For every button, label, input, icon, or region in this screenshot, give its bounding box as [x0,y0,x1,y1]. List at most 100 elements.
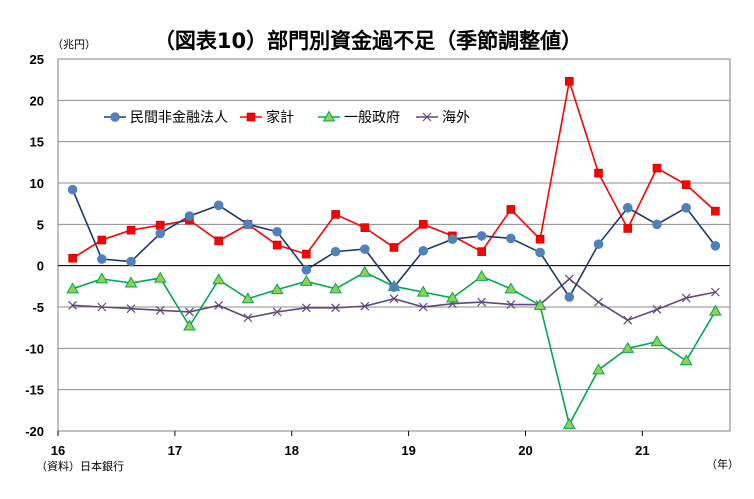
data-point [477,247,486,256]
x-marker-stroke [652,305,662,314]
x-marker-stroke [301,303,311,313]
data-point [329,282,342,294]
series-1 [68,77,720,263]
y-tick-label: -15 [25,383,44,398]
x-marker-stroke [331,303,340,313]
legend-marker [110,112,120,122]
data-point [681,203,691,213]
data-point [418,245,429,256]
legend-item-0: 民間非金融法人 [104,110,228,126]
data-point [97,302,107,312]
data-point [270,283,284,295]
x-marker-stroke [126,304,136,314]
x-marker-stroke [594,297,603,307]
data-point [272,226,282,237]
y-tick-label: 25 [30,52,44,67]
series-line [72,81,716,259]
legend-label: 海外 [442,110,470,126]
x-tick-label: 19 [401,443,415,458]
data-point [710,287,720,297]
legend-label: 一般政府 [344,110,400,126]
data-point [153,271,167,283]
data-point [241,292,255,304]
data-point [95,272,109,284]
data-point [68,300,78,310]
data-point [97,254,107,264]
data-point [299,274,313,286]
data-point [418,302,428,312]
data-point [213,200,224,211]
data-point [506,300,516,309]
y-tick-label: 10 [30,176,44,191]
data-point [331,303,340,313]
data-point [622,203,633,213]
data-point [68,253,77,263]
data-point [621,341,635,353]
data-point [183,319,196,331]
x-tick-label: 21 [635,443,649,458]
data-point [389,294,399,304]
x-tick-label: 17 [168,443,182,458]
data-point [709,304,722,316]
data-point [360,301,370,311]
x-marker-stroke [564,274,574,284]
data-point [66,282,79,294]
x-marker-stroke [155,305,165,315]
x-marker-stroke [422,112,432,122]
data-point [155,305,165,315]
data-point [155,220,165,230]
data-point [562,417,576,429]
legend-marker [322,110,336,122]
data-point [302,249,311,259]
data-point [650,335,664,347]
data-point [446,291,459,303]
legend-item-3: 海外 [416,110,470,126]
data-point [477,297,487,307]
data-point [476,231,487,241]
x-marker-stroke [418,302,428,312]
source-label: （資料）日本銀行 [36,459,124,473]
data-point [272,240,282,250]
y-tick-label: 5 [37,217,44,232]
plot-area [57,58,731,432]
x-tick-label: 18 [285,443,299,458]
data-point [594,168,603,178]
data-point [212,273,226,285]
data-point [504,282,518,294]
legend-marker [422,112,432,122]
data-point [389,243,399,252]
y-tick-label: 0 [37,259,44,274]
data-point [418,220,428,229]
legend-item-1: 家計 [240,109,294,126]
legend-label: 民間非金融法人 [130,110,228,126]
y-tick-label: -20 [25,424,44,439]
y-axis: 25 20 15 10 5 0 -5 -10 -15 -20 [25,52,44,439]
data-point [124,276,138,288]
legend-item-2: 一般政府 [318,110,400,126]
data-point [214,236,223,246]
data-point [214,300,224,310]
data-point [126,256,136,267]
data-point [565,77,574,86]
data-point [594,297,603,307]
x-marker-stroke [506,300,516,309]
x-marker-stroke [389,294,399,304]
data-point [330,246,341,257]
data-point [97,235,107,245]
data-point [593,239,604,249]
data-point [126,225,136,235]
data-point [535,234,545,244]
chart-title: （図表10）部門別資金過不足（季節調整値） [154,29,582,53]
x-axis: 16 17 18 19 20 21 [51,431,650,458]
x-marker-stroke [214,300,224,310]
x-marker-stroke [272,307,282,317]
data-point [652,219,662,230]
x-tick-label: 20 [518,443,532,458]
data-point [533,298,547,310]
x-marker-stroke [681,293,691,303]
data-point [535,247,545,258]
data-point [155,228,166,239]
data-point [358,265,372,277]
x-marker-stroke [710,287,720,297]
